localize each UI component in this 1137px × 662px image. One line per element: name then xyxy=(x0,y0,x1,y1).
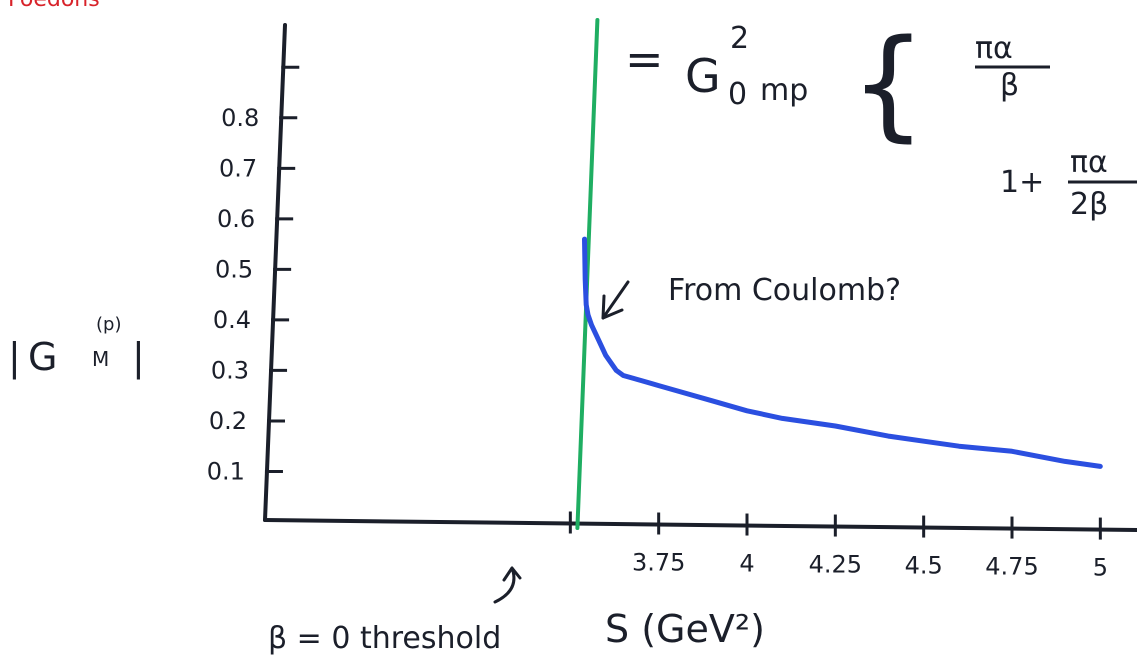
formula-subscript: 0 xyxy=(728,77,747,112)
y-axis-title-sup: (p) xyxy=(96,314,121,335)
annotation-text: From Coulomb? xyxy=(668,273,901,308)
threshold-annotation: β = 0 threshold xyxy=(268,566,522,656)
formula-bottom-numerator: πα xyxy=(1070,145,1108,180)
formula-top-numerator: πα xyxy=(975,31,1013,66)
y-axis-title: | G (p) M | xyxy=(8,314,145,380)
x-tick-label: 4.75 xyxy=(985,553,1038,581)
y-tick-label: 0.2 xyxy=(209,407,247,435)
formula-equals: = xyxy=(625,32,664,86)
y-tick-label: 0.6 xyxy=(217,205,255,233)
corner-red-text: Foedons xyxy=(8,0,100,12)
form-factor-curve xyxy=(582,236,1103,469)
x-ticks: 3.75 4 4.25 4.5 4.75 5 xyxy=(568,511,1108,582)
curved-arrow-up-icon xyxy=(493,566,522,604)
x-axis-title: S (GeV²) xyxy=(605,607,765,651)
coulomb-annotation: From Coulomb? xyxy=(601,273,901,320)
y-axis-bar-right: | xyxy=(132,335,145,380)
formula-superscript: 2 xyxy=(730,21,749,56)
x-tick-label: 4.25 xyxy=(809,551,862,579)
y-axis-title-sub: M xyxy=(92,347,109,371)
x-tick-label: 4 xyxy=(739,550,754,578)
arrow-down-left-icon xyxy=(601,280,630,320)
y-tick-label: 0.7 xyxy=(219,154,257,182)
y-axis-bar-left: | xyxy=(8,335,21,380)
formula-brace: { xyxy=(850,15,926,154)
formula-mp: mp xyxy=(760,73,808,108)
x-tick-label: 5 xyxy=(1093,554,1108,582)
formula-top-denominator: β xyxy=(1000,68,1019,103)
x-tick-label: 3.75 xyxy=(632,549,685,577)
y-tick-label: 0.3 xyxy=(211,356,249,384)
y-ticks: 0.1 0.2 0.3 0.4 0.5 0.6 0.7 0.8 xyxy=(207,65,300,485)
y-axis-title-main: G xyxy=(28,335,57,379)
threshold-text: β = 0 threshold xyxy=(268,621,501,656)
x-tick-label: 4.5 xyxy=(905,552,943,580)
formula-denominator-prefix: 1+ xyxy=(1000,165,1044,200)
formula-g: G xyxy=(685,49,721,103)
y-tick-label: 0.4 xyxy=(213,306,251,334)
x-axis xyxy=(263,518,1137,532)
y-tick-label: 0.8 xyxy=(221,104,259,132)
y-axis xyxy=(263,23,287,522)
formula-bottom-denominator: 2β xyxy=(1070,187,1108,222)
formula: = G 2 0 mp { πα β 1+ πα 2β xyxy=(625,15,1137,222)
y-tick-label: 0.1 xyxy=(207,457,245,485)
y-tick-label: 0.5 xyxy=(215,255,253,283)
